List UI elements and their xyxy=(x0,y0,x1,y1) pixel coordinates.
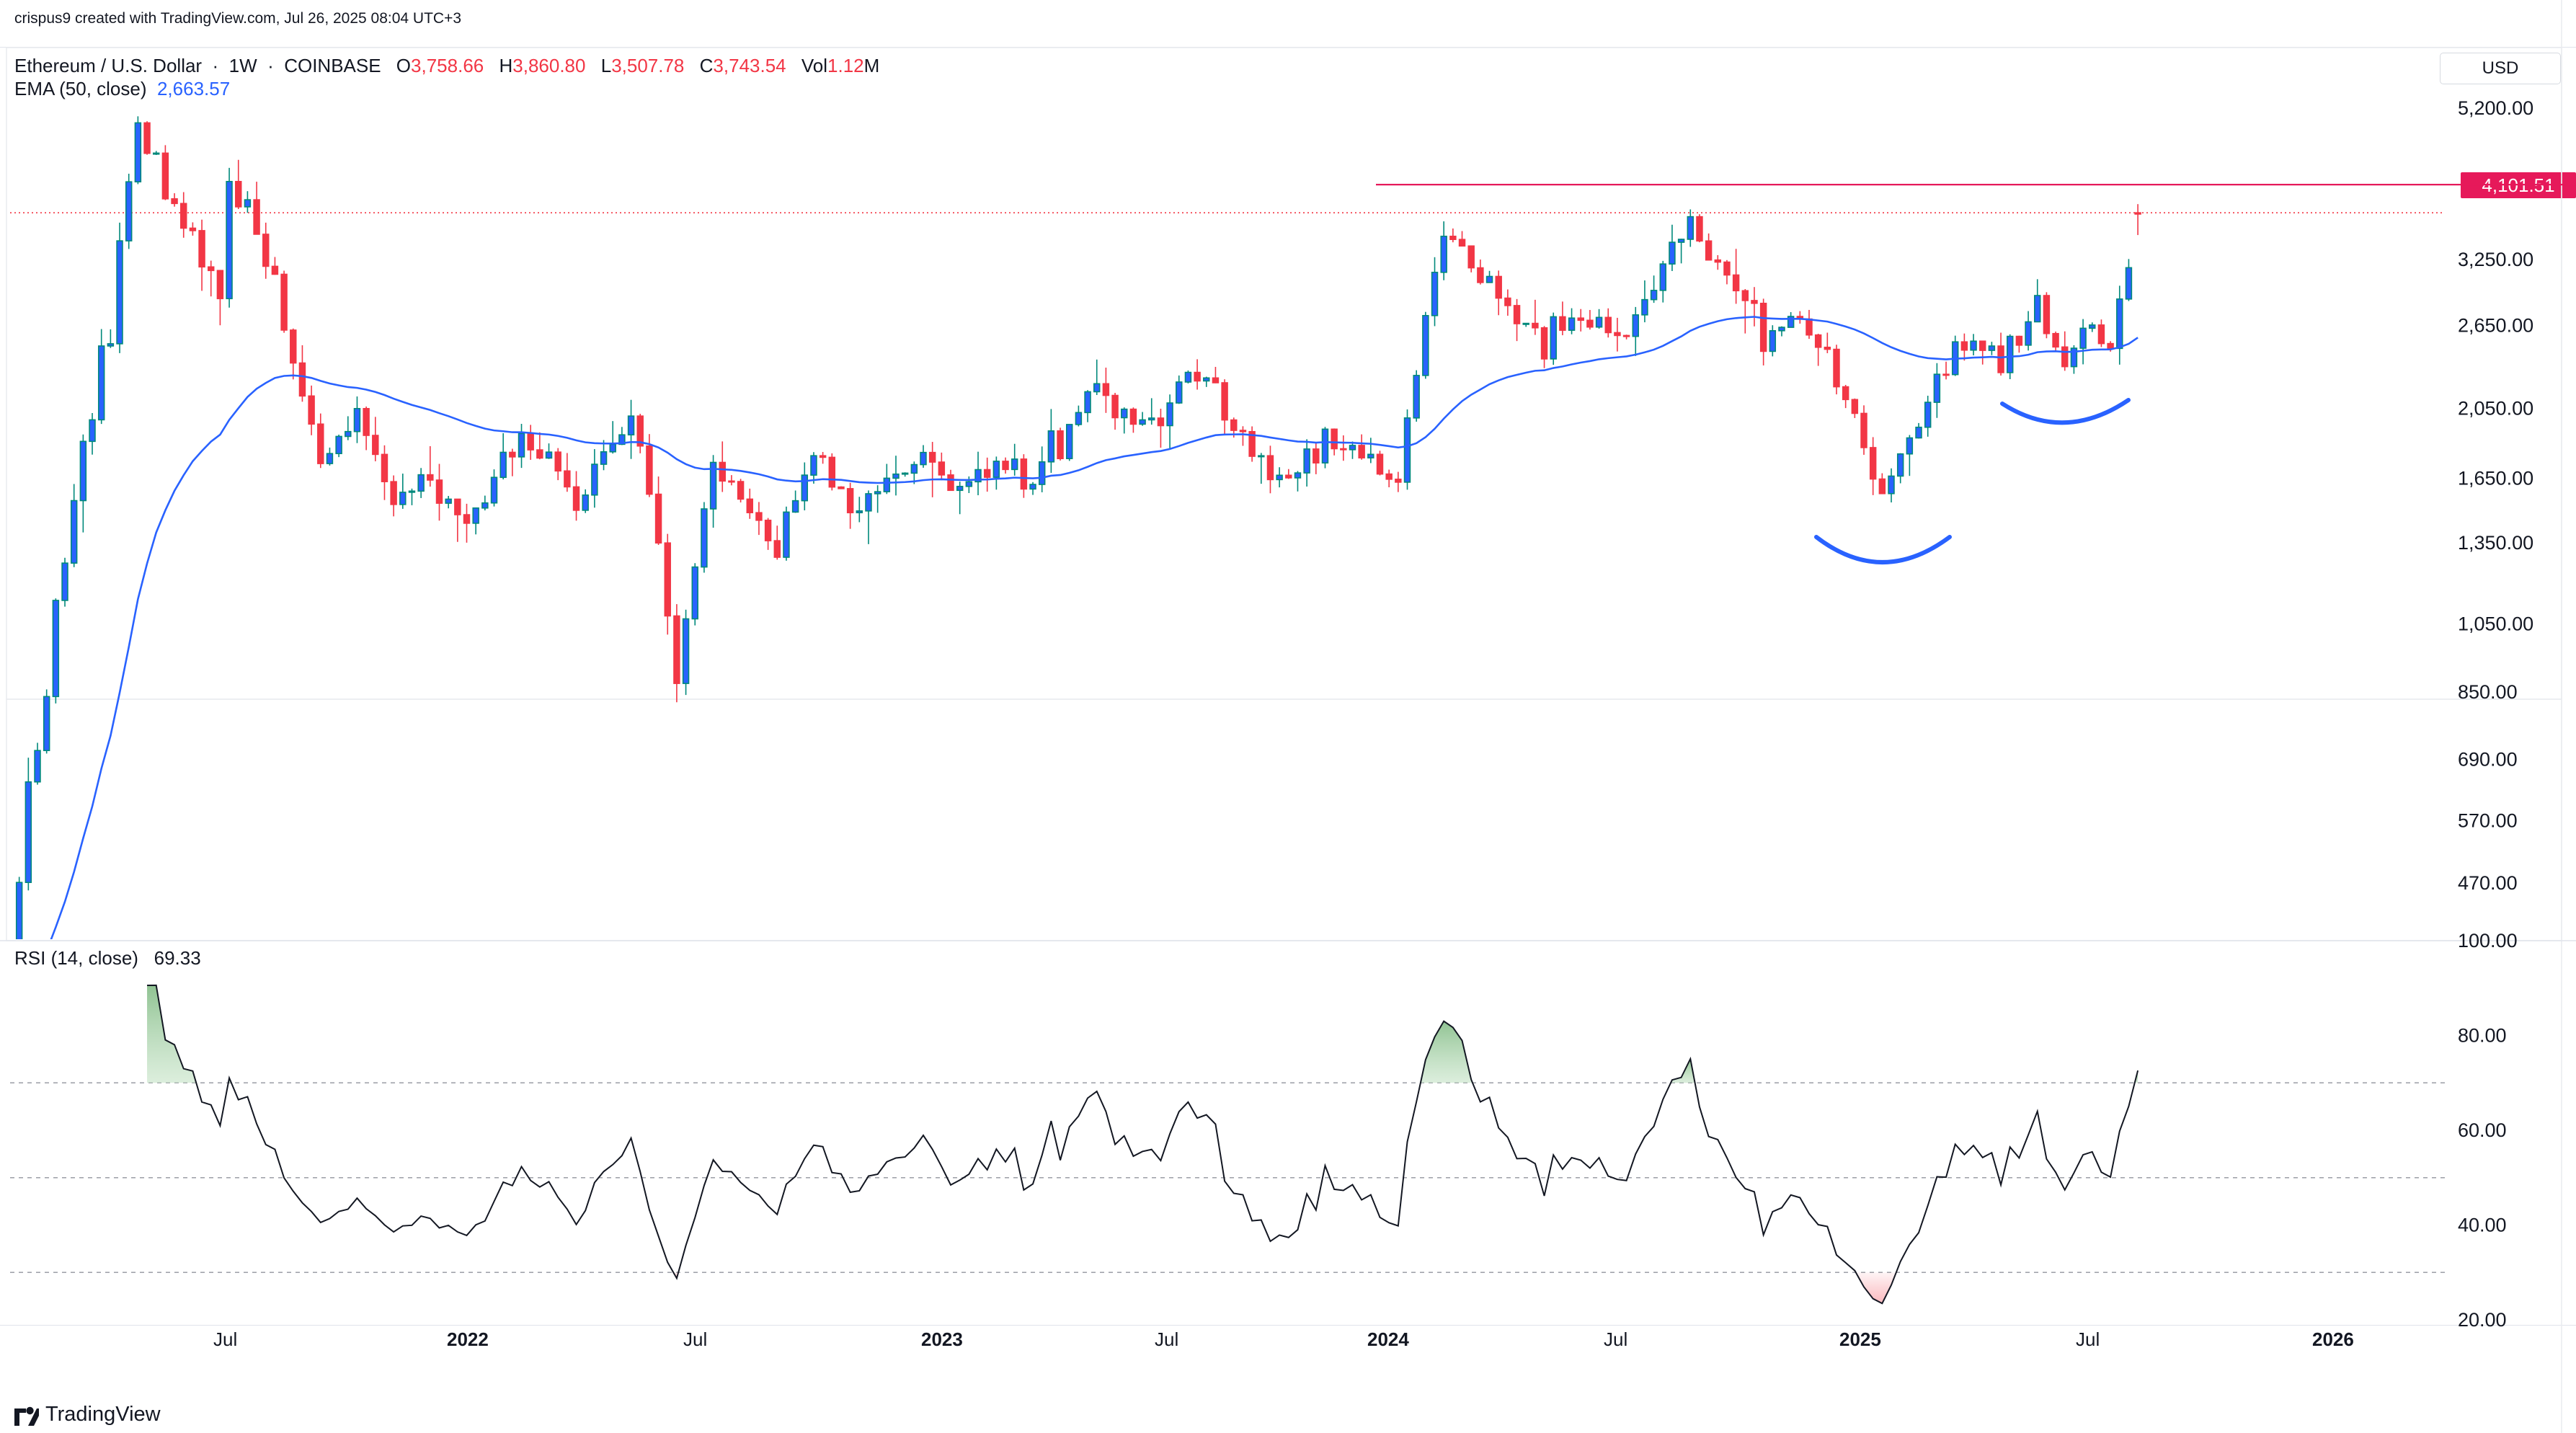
svg-text:20.00: 20.00 xyxy=(2458,1309,2507,1331)
svg-text:40.00: 40.00 xyxy=(2458,1215,2507,1236)
svg-text:3,250.00: 3,250.00 xyxy=(2458,249,2533,270)
svg-text:5,200.00: 5,200.00 xyxy=(2458,97,2533,119)
svg-text:60.00: 60.00 xyxy=(2458,1119,2507,1141)
svg-text:850.00: 850.00 xyxy=(2458,681,2518,703)
svg-text:470.00: 470.00 xyxy=(2458,872,2518,894)
svg-text:1,350.00: 1,350.00 xyxy=(2458,532,2533,554)
svg-text:1,650.00: 1,650.00 xyxy=(2458,467,2533,489)
svg-text:690.00: 690.00 xyxy=(2458,748,2518,770)
svg-text:100.00: 100.00 xyxy=(2458,930,2518,951)
svg-text:80.00: 80.00 xyxy=(2458,1025,2507,1047)
svg-text:2,050.00: 2,050.00 xyxy=(2458,397,2533,419)
svg-text:2,650.00: 2,650.00 xyxy=(2458,315,2533,337)
svg-text:1,050.00: 1,050.00 xyxy=(2458,613,2533,635)
svg-text:570.00: 570.00 xyxy=(2458,810,2518,832)
